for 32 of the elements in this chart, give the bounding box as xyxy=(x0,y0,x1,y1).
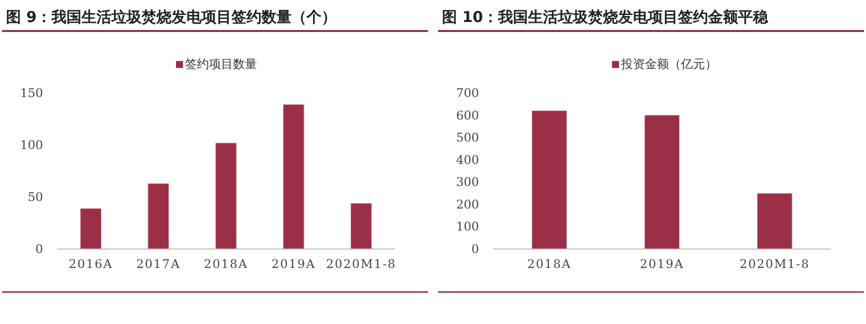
y-tick-label: 500 xyxy=(456,130,479,145)
x-tick-label: 2018A xyxy=(204,257,248,271)
y-tick-label: 0 xyxy=(35,242,43,256)
legend-label: 签约项目数量 xyxy=(185,57,257,71)
x-tick-label: 2020M1-8 xyxy=(326,257,396,271)
x-tick-label: 2019A xyxy=(271,257,316,271)
y-tick-label: 700 xyxy=(456,86,479,100)
y-tick-label: 400 xyxy=(456,152,479,167)
chart-title: 图 10：我国生活垃圾焚烧发电项目签约金额平稳 xyxy=(442,8,770,26)
y-tick-label: 300 xyxy=(456,175,479,190)
bar xyxy=(532,110,568,250)
x-tick-label: 2017A xyxy=(136,257,181,271)
x-tick-label: 2016A xyxy=(68,257,113,271)
y-tick-label: 100 xyxy=(456,220,479,234)
legend-label: 投资金额（亿元） xyxy=(620,57,717,71)
y-tick-label: 600 xyxy=(456,108,479,122)
x-tick-label: 2018A xyxy=(527,257,572,271)
y-tick-label: 150 xyxy=(20,86,43,100)
bar xyxy=(80,208,102,250)
y-tick-label: 0 xyxy=(471,242,479,256)
bar xyxy=(350,202,372,250)
chart-title: 图 9：我国生活垃圾焚烧发电项目签约数量（个） xyxy=(6,8,337,26)
bar xyxy=(148,183,170,250)
y-tick-label: 100 xyxy=(20,138,43,152)
bar xyxy=(644,114,680,250)
x-tick-label: 2019A xyxy=(640,257,684,271)
bar xyxy=(215,142,237,250)
x-tick-label: 2020M1-8 xyxy=(740,257,810,271)
y-tick-label: 200 xyxy=(456,197,479,212)
bar xyxy=(756,192,792,250)
bar xyxy=(282,104,304,250)
y-tick-label: 50 xyxy=(28,190,43,204)
